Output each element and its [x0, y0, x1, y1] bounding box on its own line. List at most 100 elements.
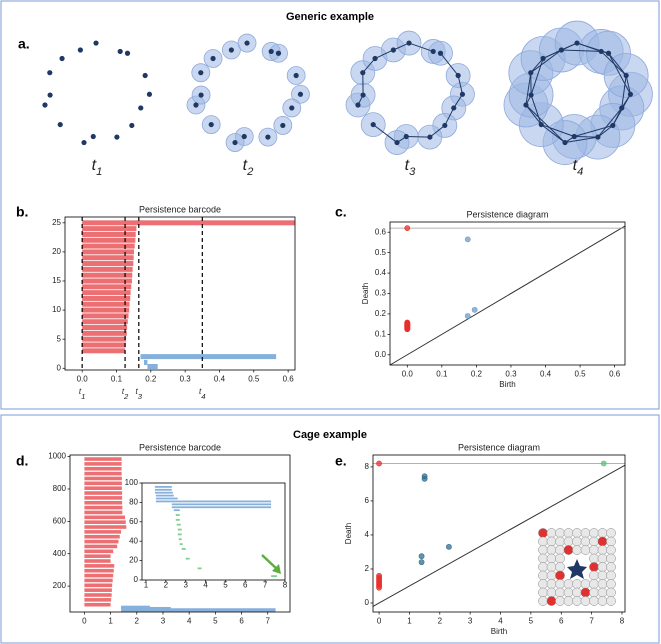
- bar: [82, 295, 131, 301]
- point: [610, 122, 616, 129]
- bar: [84, 466, 122, 471]
- stage-var: t: [122, 387, 125, 396]
- edge: [561, 42, 578, 51]
- bar: [154, 488, 172, 491]
- y-tick-label: 0.0: [375, 350, 387, 359]
- bar: [154, 485, 172, 488]
- y-tick-label: 200: [53, 581, 67, 590]
- bar: [140, 354, 277, 360]
- edge: [372, 124, 398, 143]
- atom: [597, 536, 608, 547]
- bar: [176, 523, 181, 526]
- x-axis-label: Birth: [491, 627, 507, 636]
- x-tick-label: 1: [144, 581, 149, 590]
- atom: [546, 528, 557, 538]
- y-tick-label: 0: [57, 363, 62, 372]
- point: [600, 460, 607, 467]
- stage-sub: 2: [246, 166, 254, 178]
- x-tick-label: 0.2: [145, 375, 157, 384]
- chart-title: Persistence diagram: [458, 442, 540, 452]
- bar: [82, 272, 133, 278]
- panel-label: e.: [335, 453, 347, 469]
- y-tick-label: 0.4: [375, 268, 387, 277]
- bar: [82, 231, 136, 237]
- atom: [563, 545, 574, 555]
- plot-area: [390, 222, 625, 365]
- bar: [82, 255, 134, 261]
- point: [289, 105, 295, 111]
- y-tick-label: 1000: [48, 452, 66, 461]
- edge: [625, 75, 631, 95]
- atom: [563, 596, 574, 606]
- x-tick-label: 0.3: [180, 375, 192, 384]
- atom: [555, 596, 565, 606]
- point: [528, 92, 534, 98]
- bar: [84, 505, 123, 510]
- point: [418, 559, 425, 566]
- bar: [147, 364, 158, 370]
- stage-sub: 1: [96, 166, 102, 178]
- bar: [82, 313, 129, 319]
- edge: [453, 94, 463, 109]
- atom: [538, 587, 548, 598]
- x-tick-label: 4: [498, 617, 503, 626]
- atom: [563, 579, 574, 589]
- atom: [589, 579, 599, 589]
- x-tick-label: 3: [468, 617, 473, 626]
- x-tick-label: 5: [223, 581, 228, 590]
- atom: [572, 536, 582, 547]
- x-tick-label: 4: [203, 581, 208, 590]
- point: [464, 313, 471, 319]
- point: [293, 72, 299, 79]
- y-tick-label: 25: [52, 218, 61, 227]
- bar: [84, 515, 125, 520]
- point: [538, 121, 544, 128]
- bar: [155, 500, 272, 503]
- stage-label: t4: [199, 387, 206, 400]
- stage-var: t: [136, 387, 139, 396]
- edge: [525, 72, 532, 106]
- edge: [525, 104, 566, 143]
- point: [372, 55, 378, 62]
- edge: [444, 107, 455, 126]
- y-axis-label: Death: [344, 523, 353, 544]
- point: [47, 92, 53, 98]
- bar: [178, 538, 182, 541]
- atom: [580, 528, 591, 538]
- point: [146, 91, 153, 97]
- x-axis-label: Birth: [499, 380, 515, 389]
- point: [427, 134, 433, 140]
- point: [370, 121, 376, 128]
- bar: [84, 491, 123, 495]
- x-tick-label: 5: [213, 617, 218, 626]
- y-tick-label: 10: [52, 305, 61, 314]
- atom: [563, 528, 574, 538]
- y-tick-label: 5: [57, 334, 62, 343]
- atom: [538, 553, 548, 564]
- edge: [530, 94, 542, 125]
- atom: [589, 553, 599, 564]
- y-tick-label: 100: [125, 478, 139, 487]
- bar: [84, 578, 113, 583]
- atom: [555, 536, 565, 547]
- edge: [408, 42, 434, 52]
- atom: [580, 596, 591, 606]
- bar: [179, 543, 183, 546]
- arrow: [261, 554, 279, 571]
- edge: [612, 107, 623, 126]
- edge: [561, 49, 602, 52]
- x-tick-label: 8: [283, 581, 288, 590]
- bar: [143, 359, 148, 365]
- atom: [546, 553, 557, 564]
- atom: [597, 587, 608, 598]
- point: [598, 48, 604, 55]
- bar: [175, 514, 180, 516]
- atom: [563, 536, 574, 547]
- x-tick-label: 0.1: [436, 370, 448, 379]
- point: [623, 72, 629, 79]
- stage-var: t: [573, 157, 578, 174]
- y-tick-label: 0.5: [375, 248, 387, 257]
- atom: [538, 536, 548, 547]
- bar: [84, 471, 122, 476]
- atom: [606, 562, 616, 572]
